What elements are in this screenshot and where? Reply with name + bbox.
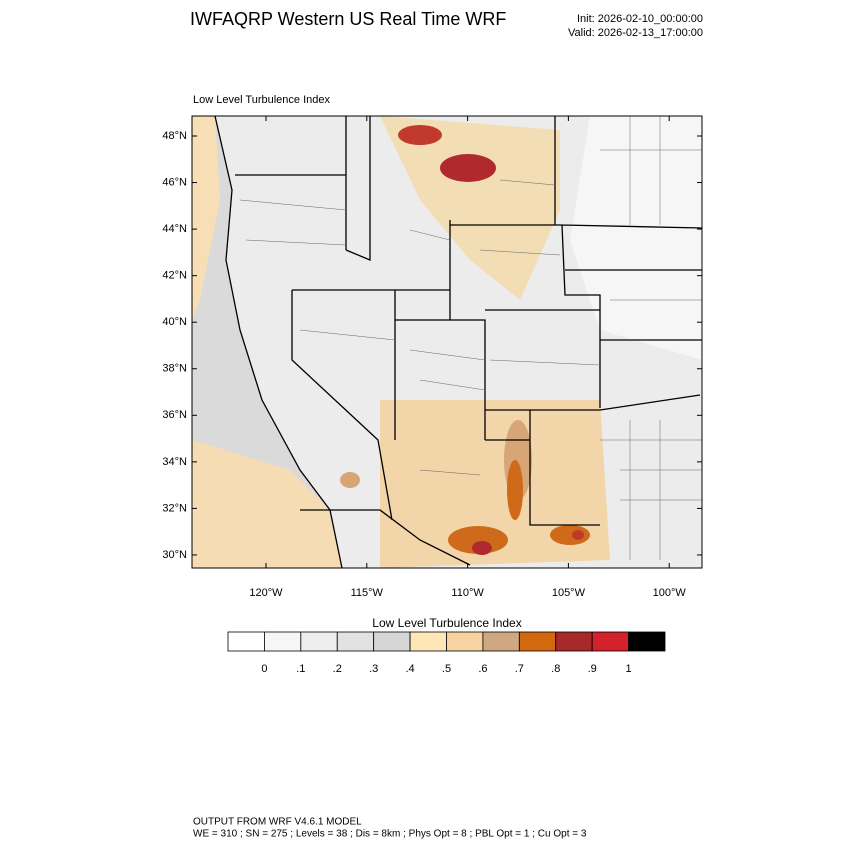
turb-ca — [340, 472, 360, 488]
lat-label: 38°N — [162, 363, 187, 375]
lat-label: 32°N — [162, 502, 187, 514]
colorbar-label: 1 — [626, 663, 632, 675]
turb-nm-core — [507, 460, 523, 520]
footer-line: WE = 310 ; SN = 275 ; Levels = 38 ; Dis … — [193, 829, 587, 840]
lat-label: 44°N — [162, 223, 187, 235]
colorbar-label: .1 — [296, 663, 305, 675]
colorbar-label: .3 — [369, 663, 378, 675]
map-frame — [191, 115, 703, 569]
colorbar-label: .2 — [333, 663, 342, 675]
lat-label: 42°N — [162, 270, 187, 282]
coastline — [214, 116, 343, 568]
init-time: Init: 2026-02-10_00:00:00 — [577, 13, 703, 25]
state-borders — [235, 116, 702, 566]
map — [191, 115, 703, 569]
colorbar-box — [300, 631, 338, 652]
lon-label: 115°W — [351, 587, 384, 599]
colorbar-box — [591, 631, 629, 652]
colorbar-box — [628, 631, 666, 652]
title: IWFAQRP Western US Real Time WRF — [190, 9, 506, 29]
turb-az-core — [472, 541, 492, 555]
turb-tx — [550, 525, 590, 545]
colorbar-label: .8 — [551, 663, 560, 675]
colorbar-label: .4 — [405, 663, 414, 675]
turb-max-nw — [398, 125, 442, 145]
colorbar-label: .6 — [478, 663, 487, 675]
turb-max-montana — [440, 154, 496, 182]
lat-label: 46°N — [162, 176, 187, 188]
colorbar-box — [482, 631, 520, 652]
lon-label: 120°W — [249, 587, 283, 599]
turb-south — [380, 400, 610, 568]
lon-label: 110°W — [451, 587, 484, 599]
county-borders — [239, 116, 702, 560]
colorbar-box — [336, 631, 375, 652]
colorbar-label: .9 — [588, 663, 597, 675]
turb-az — [448, 526, 508, 554]
colorbar-box — [518, 631, 557, 652]
colorbar-label: .7 — [515, 663, 524, 675]
lat-label: 48°N — [162, 130, 187, 142]
lat-label: 34°N — [162, 456, 187, 468]
colorbar-box — [446, 631, 484, 652]
colorbar-title: Low Level Turbulence Index — [372, 616, 521, 630]
ocean-north — [192, 116, 220, 320]
ocean-south — [192, 440, 342, 568]
turb-tx-core — [572, 530, 584, 540]
colorbar-box — [555, 631, 593, 652]
colorbar-box — [227, 631, 265, 652]
map-subtitle: Low Level Turbulence Index — [193, 94, 330, 106]
colorbar-box — [264, 631, 302, 652]
plains — [570, 116, 702, 360]
lat-label: 36°N — [162, 409, 187, 421]
lat-label: 40°N — [162, 316, 187, 328]
colorbar-label: .5 — [442, 663, 451, 675]
lat-label: 30°N — [162, 549, 187, 561]
colorbar-box — [373, 631, 411, 652]
colorbar-label: 0 — [261, 663, 267, 675]
colorbar-box — [409, 631, 447, 652]
lon-label: 105°W — [552, 587, 586, 599]
footer-line: OUTPUT FROM WRF V4.6.1 MODEL — [193, 817, 362, 828]
turb-north — [380, 116, 560, 300]
valid-time: Valid: 2026-02-13_17:00:00 — [568, 27, 703, 39]
lon-label: 100°W — [653, 587, 687, 599]
